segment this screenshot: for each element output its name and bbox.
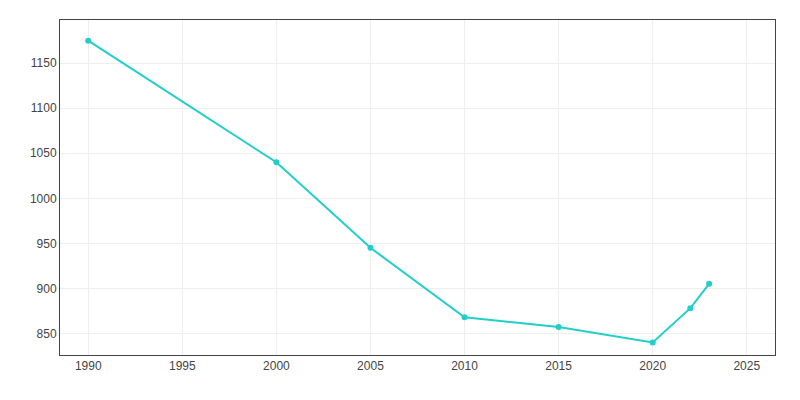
svg-text:1050: 1050 (30, 146, 57, 160)
svg-text:950: 950 (37, 237, 57, 251)
svg-text:2000: 2000 (263, 359, 290, 373)
svg-text:900: 900 (37, 282, 57, 296)
svg-text:2005: 2005 (357, 359, 384, 373)
svg-text:2015: 2015 (545, 359, 572, 373)
svg-text:1995: 1995 (169, 359, 196, 373)
svg-text:1000: 1000 (30, 192, 57, 206)
svg-text:1150: 1150 (31, 56, 57, 70)
svg-text:1990: 1990 (75, 359, 102, 373)
svg-text:850: 850 (37, 327, 57, 341)
svg-text:2010: 2010 (451, 359, 478, 373)
svg-text:2025: 2025 (733, 359, 760, 373)
svg-text:2020: 2020 (639, 359, 666, 373)
svg-text:1100: 1100 (31, 101, 57, 115)
